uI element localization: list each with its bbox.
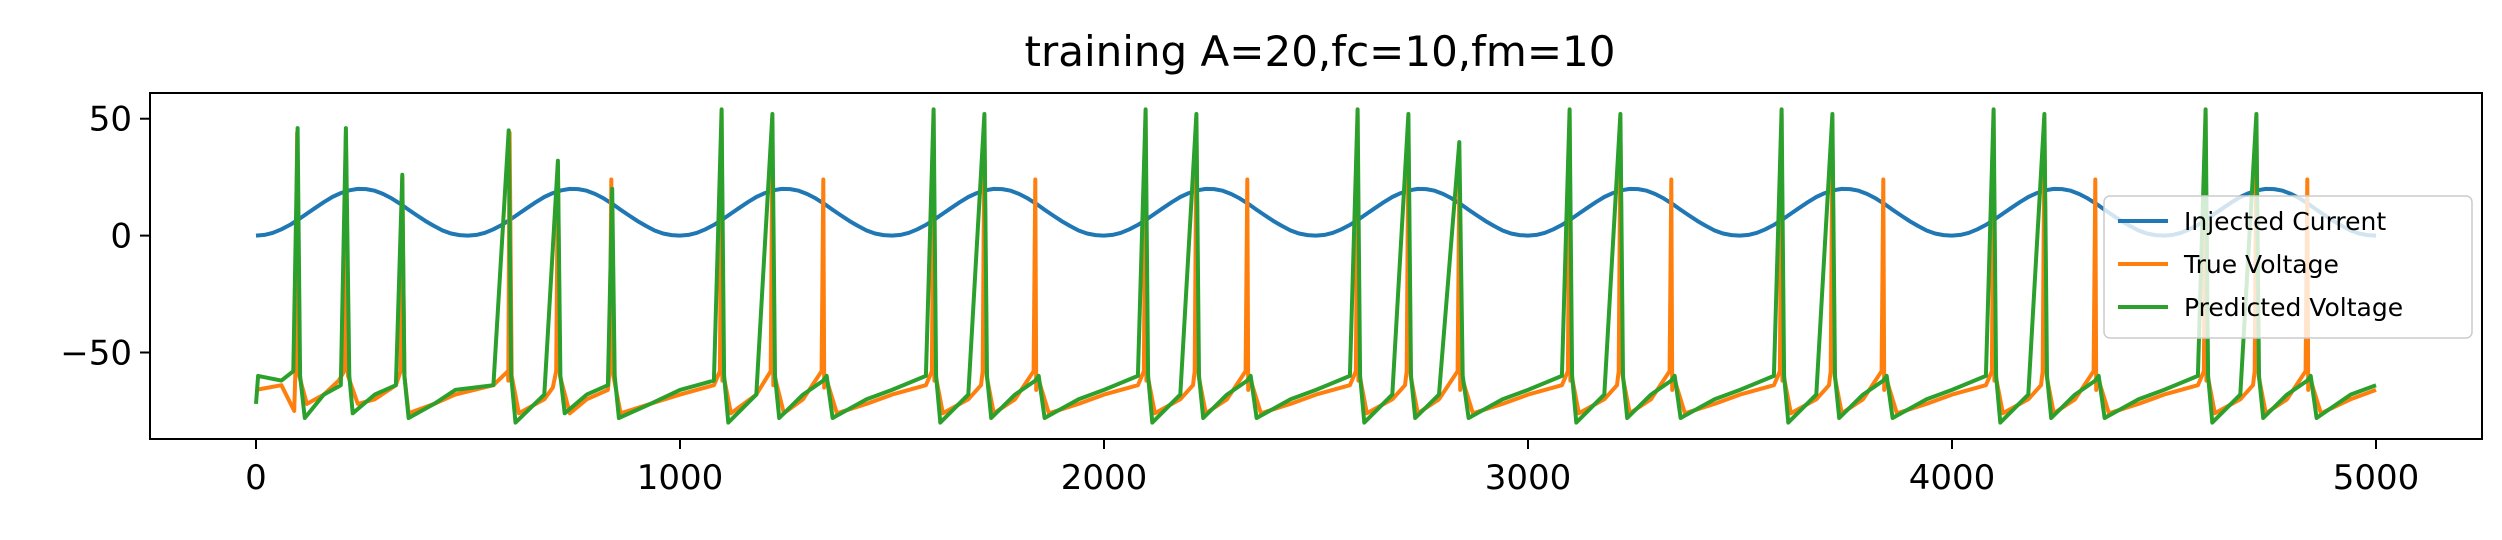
x-tick-label: 0	[245, 458, 267, 498]
axes-frame	[149, 92, 2483, 440]
y-axis: 50 0 −50	[60, 100, 150, 374]
plot-area	[149, 92, 2483, 440]
y-tick-label: 0	[110, 217, 132, 257]
legend: Injected Current True Voltage Predicted …	[2103, 195, 2473, 339]
x-tick-label: 4000	[1909, 458, 1996, 498]
x-tick-label: 5000	[2333, 458, 2420, 498]
series-layer	[254, 107, 2377, 425]
legend-label-predicted-voltage: Predicted Voltage	[2184, 293, 2403, 322]
series-line-predicted-voltage	[254, 107, 2377, 425]
legend-label-injected-current: Injected Current	[2184, 207, 2386, 236]
y-tick-label: 50	[89, 100, 132, 140]
x-tick-label: 1000	[637, 458, 724, 498]
series-line-injected-current	[255, 186, 2377, 238]
legend-label-true-voltage: True Voltage	[2183, 250, 2339, 279]
series-line-true-voltage	[255, 112, 2377, 416]
chart-title: training A=20,fc=10,fm=10	[1025, 27, 1616, 76]
y-tick-label: −50	[60, 334, 132, 374]
x-axis: 0 1000 2000 3000 4000 5000	[245, 439, 2419, 498]
x-tick-label: 2000	[1061, 458, 1148, 498]
x-tick-label: 3000	[1485, 458, 1572, 498]
legend-box	[2103, 195, 2473, 339]
